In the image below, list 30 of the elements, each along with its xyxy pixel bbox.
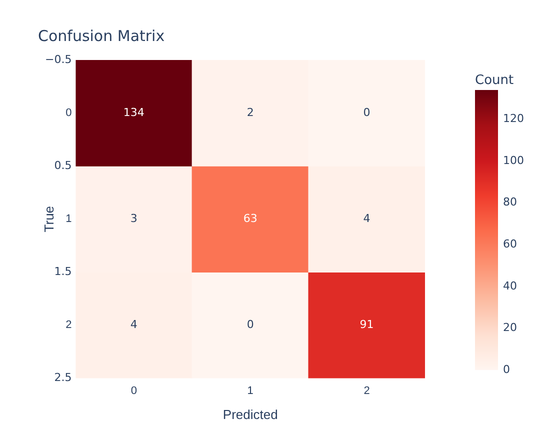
data-label: 134 bbox=[123, 106, 144, 119]
text: 1.5 bbox=[54, 264, 72, 278]
color-bar-title: Count bbox=[475, 73, 514, 88]
text: −0.5 bbox=[45, 52, 72, 66]
x-tick-label: 0 bbox=[130, 384, 137, 397]
text: 0.5 bbox=[54, 158, 72, 172]
x-tick-label: 1 bbox=[247, 384, 254, 397]
color-bar-label: 0 bbox=[503, 362, 510, 376]
color-bar-label: 80 bbox=[503, 196, 517, 209]
y-tick-label: 2 bbox=[66, 319, 72, 332]
y-axis-title: True bbox=[41, 206, 56, 232]
x-axis-title: Predicted bbox=[222, 406, 278, 422]
data-label: 3 bbox=[130, 212, 138, 225]
data-label: 4 bbox=[130, 318, 138, 332]
data-label: 4 bbox=[363, 212, 370, 225]
data-label: 0 bbox=[363, 106, 370, 119]
chart-title: Confusion Matrix bbox=[38, 26, 165, 45]
y-tick-label: 1 bbox=[66, 213, 72, 226]
text: 2.5 bbox=[54, 371, 72, 384]
data-label: 63 bbox=[243, 212, 258, 225]
y-tick-label: 0 bbox=[66, 107, 72, 120]
color-bar-label: 60 bbox=[503, 237, 517, 250]
color-bar-label: 100 bbox=[503, 154, 524, 167]
data-label: 91 bbox=[360, 318, 374, 332]
data-label: 2 bbox=[246, 106, 254, 119]
x-tick-label: 2 bbox=[364, 384, 370, 397]
color-bar-label: 20 bbox=[503, 321, 517, 334]
data-label: 0 bbox=[246, 318, 254, 332]
color-bar-label: 40 bbox=[503, 279, 517, 292]
color-bar-label: 120 bbox=[503, 112, 524, 126]
